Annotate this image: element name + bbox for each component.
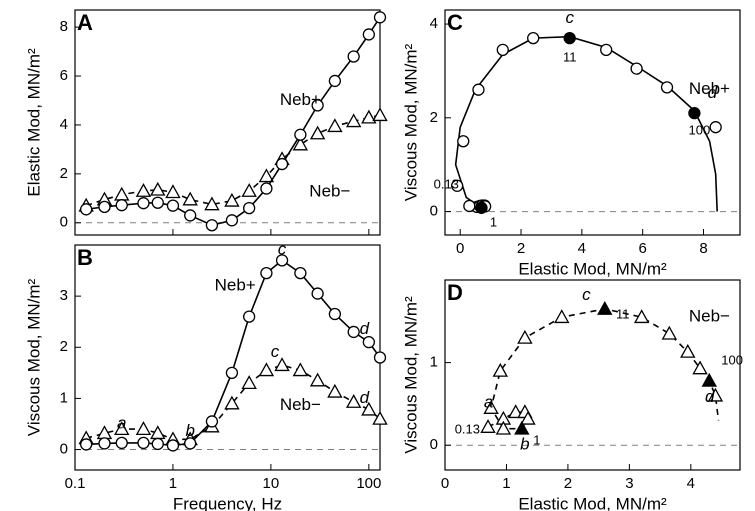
svg-text:4: 4 — [578, 240, 586, 257]
svg-text:Neb+: Neb+ — [689, 79, 730, 98]
svg-text:6: 6 — [639, 240, 647, 257]
svg-text:0.1: 0.1 — [65, 475, 86, 492]
svg-text:11: 11 — [616, 306, 630, 321]
svg-text:100: 100 — [721, 352, 743, 367]
svg-text:1: 1 — [502, 475, 510, 492]
svg-text:Viscous Mod, MN/m²: Viscous Mod, MN/m² — [401, 296, 420, 454]
svg-text:Elastic Mod, MN/m²: Elastic Mod, MN/m² — [518, 259, 667, 278]
svg-text:d: d — [360, 388, 370, 407]
svg-text:10: 10 — [263, 475, 280, 492]
svg-text:1: 1 — [430, 354, 438, 371]
svg-text:1: 1 — [490, 214, 497, 229]
svg-text:Neb+: Neb+ — [215, 275, 256, 294]
svg-text:A: A — [77, 10, 93, 35]
svg-text:Neb−: Neb− — [689, 307, 730, 326]
svg-text:8: 8 — [60, 18, 68, 35]
svg-text:0: 0 — [60, 214, 68, 231]
svg-text:b: b — [520, 435, 529, 454]
svg-text:4: 4 — [687, 475, 695, 492]
svg-text:3: 3 — [625, 475, 633, 492]
svg-text:2: 2 — [60, 338, 68, 355]
figure-root: 02468ANeb+Neb−Elastic Mod, MN/m²01230.11… — [0, 0, 755, 511]
svg-text:1: 1 — [169, 475, 177, 492]
svg-text:b: b — [185, 421, 194, 440]
svg-text:0: 0 — [441, 475, 449, 492]
svg-text:c: c — [271, 342, 280, 361]
svg-text:Neb+: Neb+ — [280, 90, 321, 109]
svg-text:0.13: 0.13 — [455, 421, 480, 436]
svg-text:2: 2 — [430, 109, 438, 126]
svg-text:a: a — [117, 413, 126, 432]
svg-text:Viscous Mod, MN/m²: Viscous Mod, MN/m² — [401, 43, 420, 201]
svg-text:1: 1 — [60, 389, 68, 406]
svg-text:d: d — [705, 387, 715, 406]
svg-text:2: 2 — [60, 165, 68, 182]
svg-text:3: 3 — [60, 287, 68, 304]
svg-text:8: 8 — [699, 240, 707, 257]
svg-text:0: 0 — [456, 240, 464, 257]
svg-text:4: 4 — [430, 15, 438, 32]
svg-text:0: 0 — [430, 203, 438, 220]
svg-text:4: 4 — [60, 116, 68, 133]
svg-text:100: 100 — [689, 123, 711, 138]
svg-text:100: 100 — [356, 475, 381, 492]
figure-svg: 02468ANeb+Neb−Elastic Mod, MN/m²01230.11… — [0, 0, 755, 511]
svg-text:c: c — [278, 240, 287, 259]
svg-text:D: D — [447, 280, 463, 305]
svg-text:Frequency, Hz: Frequency, Hz — [173, 494, 282, 511]
svg-text:2: 2 — [517, 240, 525, 257]
svg-text:a: a — [484, 393, 493, 412]
svg-text:0: 0 — [60, 441, 68, 458]
svg-text:2: 2 — [564, 475, 572, 492]
svg-text:c: c — [582, 285, 591, 304]
svg-text:Neb−: Neb− — [309, 181, 350, 200]
svg-text:Neb−: Neb− — [280, 395, 321, 414]
svg-text:C: C — [447, 10, 463, 35]
svg-text:B: B — [77, 245, 93, 270]
svg-text:d: d — [360, 319, 370, 338]
svg-text:0: 0 — [430, 436, 438, 453]
svg-text:Elastic Mod, MN/m²: Elastic Mod, MN/m² — [518, 494, 667, 511]
svg-text:1: 1 — [533, 432, 540, 447]
svg-text:Viscous Mod, MN/m²: Viscous Mod, MN/m² — [24, 278, 43, 436]
svg-text:0.13: 0.13 — [434, 177, 459, 192]
svg-text:11: 11 — [563, 50, 577, 65]
svg-text:Elastic Mod, MN/m²: Elastic Mod, MN/m² — [24, 48, 43, 197]
svg-text:6: 6 — [60, 67, 68, 84]
svg-text:c: c — [565, 8, 574, 27]
